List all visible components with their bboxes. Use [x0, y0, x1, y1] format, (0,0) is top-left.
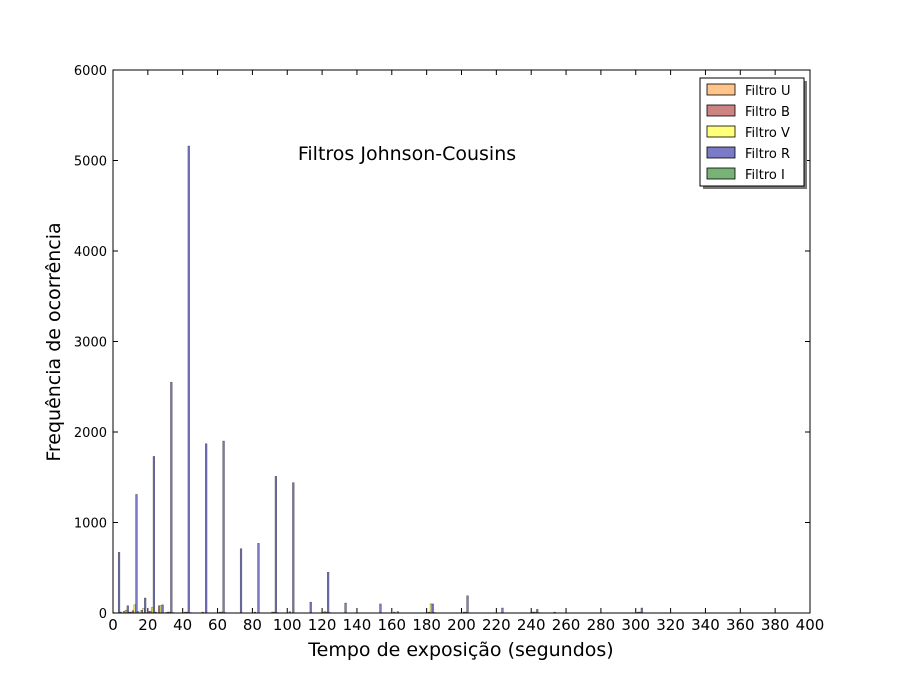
x-tick-label: 280 [587, 616, 616, 634]
ticks-layer: 0 20 40 60 80 100 120 140 160 180 200 220 240 260 280 3… [74, 64, 824, 634]
x-axis-label: Tempo de exposição (segundos) [307, 639, 613, 661]
legend-label: Filtro U [745, 84, 791, 99]
x-tick-label: 200 [447, 616, 476, 634]
bar [344, 602, 347, 614]
y-tick-label: 5000 [74, 155, 107, 170]
bar [152, 456, 155, 614]
bar [135, 494, 138, 614]
x-tick-label: 220 [482, 616, 511, 634]
legend: Filtro U Filtro B Filtro V Filtro R Filtro I [699, 77, 807, 189]
legend-label: Filtro R [745, 147, 790, 162]
bar [158, 605, 161, 614]
x-tick-label: 300 [621, 616, 650, 634]
bar [117, 552, 121, 614]
x-tick-label: 360 [726, 616, 755, 634]
x-tick-label: 260 [552, 616, 581, 634]
bar [501, 607, 504, 614]
bar [142, 608, 145, 614]
bar [239, 548, 243, 614]
legend-label: Filtro V [745, 126, 790, 141]
x-tick-label: 400 [796, 616, 825, 634]
legend-items: Filtro U Filtro B Filtro V Filtro R Filtro I [706, 83, 791, 183]
bar [222, 440, 225, 614]
bar [257, 543, 260, 614]
legend-label: Filtro I [745, 168, 785, 183]
legend-label: Filtro B [745, 105, 790, 120]
legend-swatch [706, 167, 736, 180]
bar [536, 609, 539, 614]
bar [274, 476, 277, 614]
bar [159, 605, 162, 614]
y-tick-label: 4000 [74, 245, 107, 260]
legend-swatch [706, 125, 736, 138]
x-tick-label: 120 [308, 616, 337, 634]
bar [379, 603, 382, 614]
y-tick-label: 0 [99, 607, 107, 622]
bar [292, 482, 295, 614]
bar [429, 603, 433, 614]
x-tick-label: 160 [377, 616, 406, 634]
x-tick-label: 380 [761, 616, 790, 634]
bar [170, 381, 173, 614]
bar [151, 607, 154, 614]
bar [466, 595, 469, 614]
x-tick-label: 100 [273, 616, 302, 634]
y-axis-label: Frequência de ocorrência [43, 222, 65, 461]
bar [327, 572, 330, 614]
bar [431, 603, 434, 614]
x-tick-label: 240 [517, 616, 546, 634]
bar [161, 604, 164, 614]
bar [144, 597, 147, 614]
x-tick-label: 60 [208, 616, 227, 634]
x-tick-label: 180 [412, 616, 441, 634]
x-tick-label: 0 [108, 616, 118, 634]
legend-swatch [706, 83, 736, 96]
x-tick-label: 340 [691, 616, 720, 634]
legend-swatch [706, 104, 736, 117]
x-tick-label: 320 [656, 616, 685, 634]
y-tick-label: 6000 [74, 64, 107, 79]
chart-title: Filtros Johnson-Cousins [298, 143, 516, 165]
bar [309, 601, 312, 614]
x-tick-label: 140 [343, 616, 372, 634]
bar [640, 607, 643, 614]
y-tick-label: 2000 [74, 426, 107, 441]
bar [126, 605, 129, 614]
x-tick-label: 40 [173, 616, 192, 634]
bar [187, 145, 190, 614]
bar [133, 604, 136, 614]
y-tick-label: 1000 [74, 517, 107, 532]
x-tick-label: 20 [138, 616, 157, 634]
legend-swatch [706, 146, 736, 159]
x-tick-label: 80 [243, 616, 262, 634]
bar [205, 443, 208, 614]
y-tick-label: 3000 [74, 336, 107, 351]
